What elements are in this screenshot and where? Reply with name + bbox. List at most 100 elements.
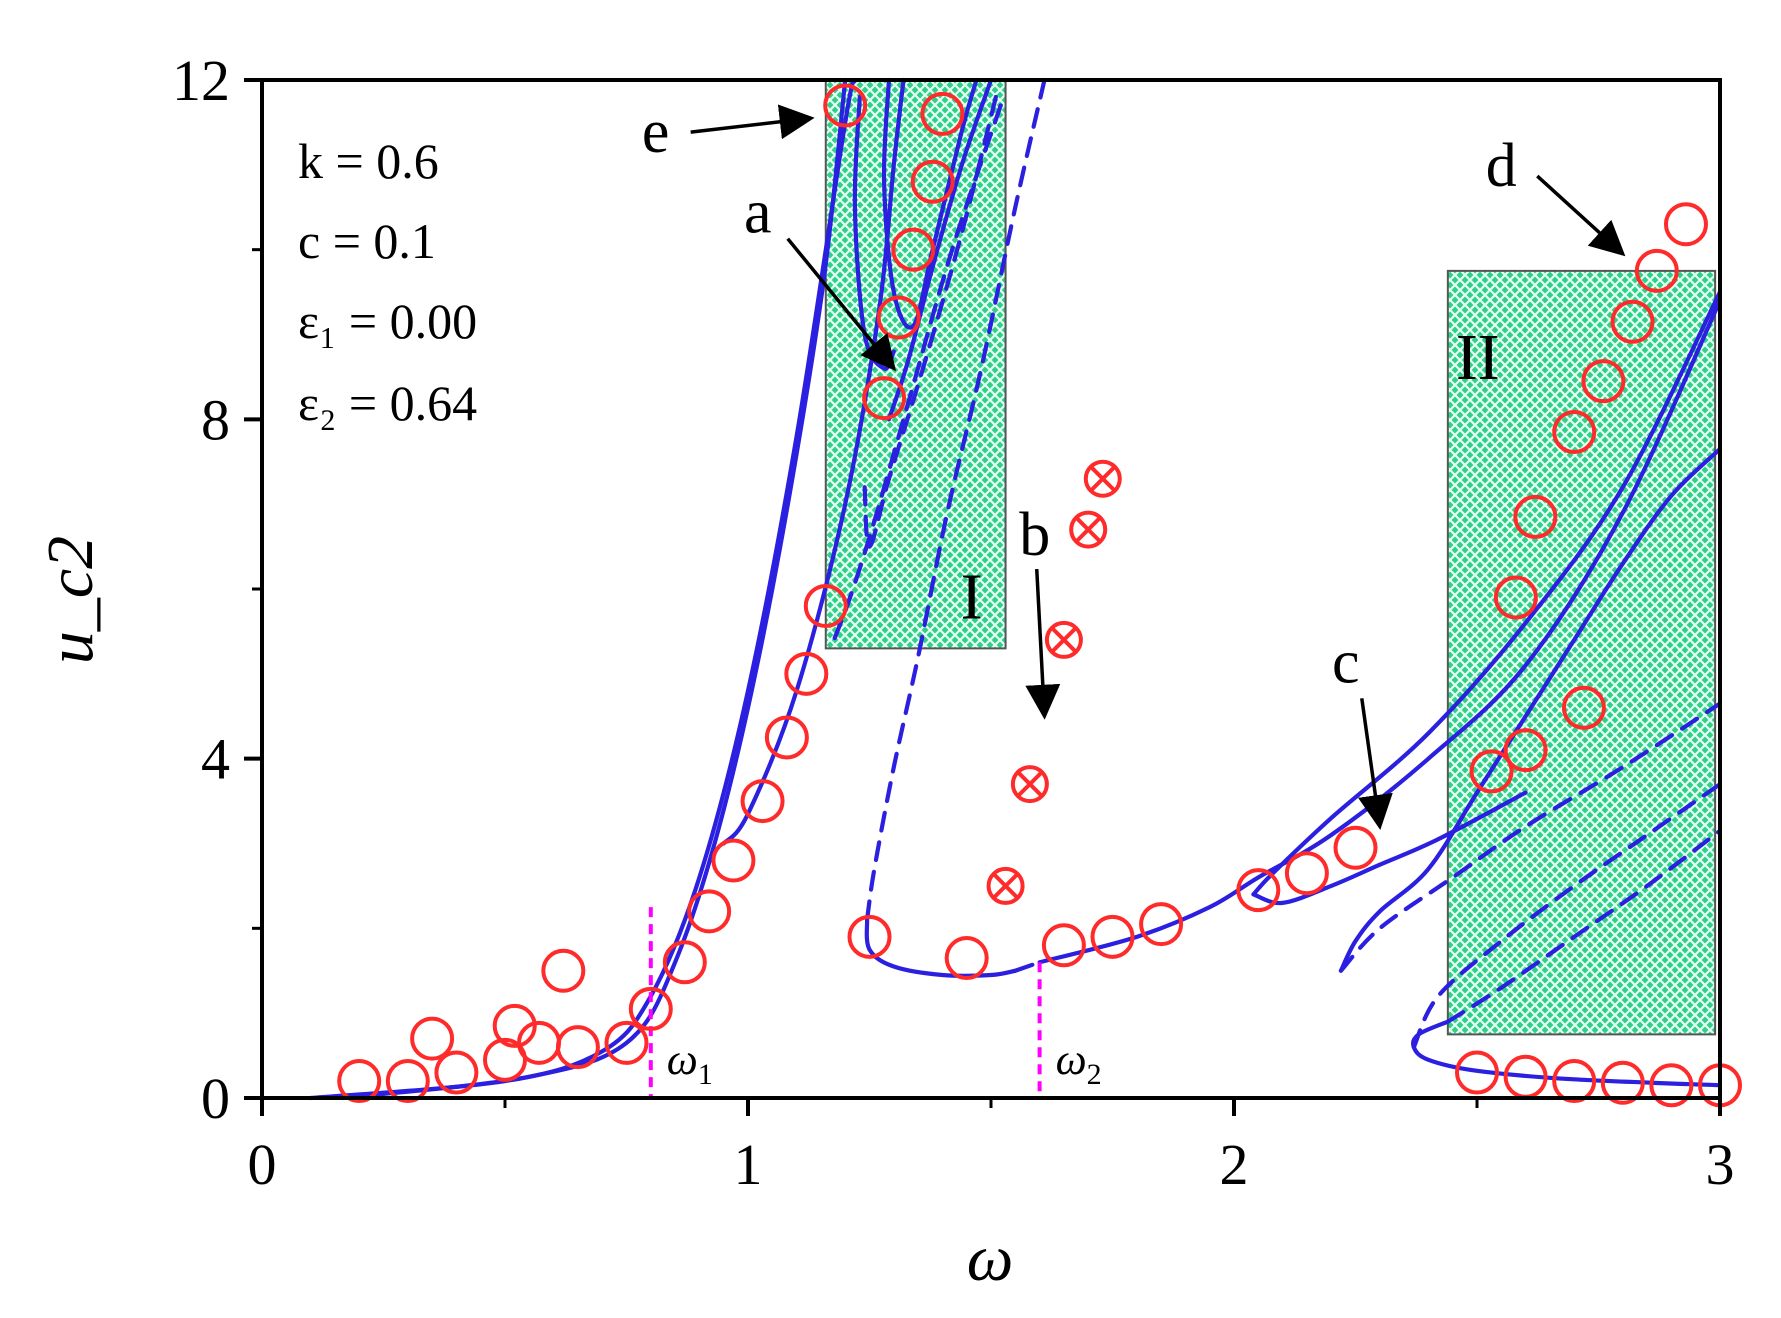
model-curve-3 — [721, 77, 906, 846]
model-curve-11 — [1013, 960, 1042, 973]
data-point-6 — [492, 1003, 537, 1048]
annotation-arrow-d — [1536, 174, 1626, 257]
data-point-30 — [1236, 868, 1281, 913]
data-point-46 — [1610, 299, 1655, 344]
model-curve-13 — [1251, 289, 1723, 897]
data-point-25 — [847, 914, 892, 959]
param-eps1: ε₁ = 0.00 — [298, 293, 477, 349]
data-point-4 — [434, 1050, 479, 1095]
x-axis-title: ω — [967, 1222, 1014, 1295]
y-tick-label-4: 4 — [201, 727, 230, 792]
model-curve-14 — [1251, 790, 1528, 906]
annotation-arrow-a — [786, 237, 897, 372]
crossed-point-4 — [1069, 510, 1108, 549]
data-point-45 — [1581, 359, 1626, 404]
data-point-41 — [1503, 728, 1548, 773]
data-point-8 — [541, 948, 586, 993]
data-point-24 — [920, 91, 965, 136]
data-point-22 — [891, 227, 936, 272]
model-curve-19 — [1410, 1019, 1723, 1088]
experiment-points — [337, 83, 1742, 1108]
model-curves — [308, 77, 1723, 1101]
param-eps2: ε₂ = 0.64 — [298, 375, 477, 431]
annotation-label-d: d — [1486, 132, 1517, 200]
data-point-13 — [687, 889, 732, 934]
data-point-16 — [764, 715, 809, 760]
data-point-11 — [628, 986, 673, 1031]
data-point-9 — [555, 1025, 600, 1070]
model-curve-2 — [357, 77, 848, 1099]
data-point-47 — [1634, 248, 1679, 293]
data-point-2 — [385, 1059, 430, 1104]
y-tick-label-12: 12 — [172, 48, 230, 113]
x-tick-label-3: 3 — [1706, 1132, 1735, 1197]
model-curve-8 — [828, 103, 1003, 651]
data-point-17 — [784, 651, 829, 696]
region-label-II: II — [1456, 321, 1500, 394]
data-point-20 — [862, 376, 907, 421]
data-point-44 — [1561, 685, 1606, 730]
model-curve-9 — [864, 77, 1047, 922]
data-point-12 — [662, 940, 707, 985]
data-point-29 — [1139, 902, 1184, 947]
model-curve-4 — [881, 77, 979, 330]
crossed-point-3 — [1044, 620, 1083, 659]
param-k: k = 0.6 — [298, 133, 439, 189]
y-tick-label-8: 8 — [201, 387, 230, 452]
crossed-point-2 — [1010, 765, 1049, 804]
model-curve-16 — [1338, 701, 1723, 973]
parameter-legend: k = 0.6 c = 0.1 ε₁ = 0.00 ε₂ = 0.64 — [298, 133, 477, 431]
x-tick-label-0: 0 — [248, 1132, 277, 1197]
data-point-27 — [1041, 923, 1086, 968]
data-point-18 — [803, 583, 848, 628]
region-label-I: I — [961, 560, 983, 633]
data-point-33 — [1455, 1050, 1499, 1095]
annotation-arrow-c — [1358, 698, 1393, 830]
y-tick-label-0: 0 — [201, 1066, 230, 1131]
data-point-19 — [823, 83, 868, 128]
data-point-1 — [337, 1059, 382, 1104]
data-point-42 — [1513, 494, 1558, 539]
data-point-28 — [1090, 914, 1135, 959]
data-point-48 — [1663, 202, 1708, 247]
model-curve-6 — [886, 77, 994, 422]
model-curve-7 — [862, 94, 998, 549]
data-point-14 — [711, 838, 756, 883]
x-tick-label-2: 2 — [1220, 1132, 1249, 1197]
crossed-point-5 — [1083, 459, 1122, 498]
model-curve-10 — [864, 917, 1018, 978]
omega-marker-label-2: ω2 — [1056, 1035, 1102, 1091]
annotation-arrow-e — [690, 104, 815, 140]
crossed-point-1 — [986, 866, 1025, 905]
y-axis-title: u_c2 — [34, 536, 107, 664]
data-point-5 — [483, 1037, 527, 1082]
data-point-23 — [910, 159, 955, 204]
data-point-36 — [1600, 1060, 1645, 1105]
annotation-label-c: c — [1332, 628, 1360, 696]
data-point-10 — [604, 1020, 649, 1065]
data-point-40 — [1493, 575, 1538, 620]
annotation-arrow-b — [1025, 568, 1061, 720]
data-point-37 — [1649, 1063, 1694, 1108]
model-curve-17 — [1411, 782, 1723, 1050]
data-point-39 — [1469, 749, 1514, 794]
data-point-32 — [1333, 825, 1378, 870]
model-curve-18 — [1445, 828, 1723, 1024]
data-point-21 — [876, 295, 921, 340]
omega-markers: ω1 ω2 — [648, 907, 1102, 1098]
param-c: c = 0.1 — [298, 213, 436, 269]
annotation-label-b: b — [1019, 501, 1050, 569]
annotation-label-e: e — [642, 98, 670, 166]
data-point-26 — [944, 936, 989, 981]
data-point-35 — [1552, 1059, 1597, 1104]
data-point-15 — [740, 779, 785, 824]
data-point-31 — [1284, 851, 1329, 896]
annotations: e a b c d — [642, 98, 1626, 830]
data-point-3 — [410, 1016, 455, 1061]
data-point-43 — [1552, 410, 1597, 455]
x-tick-label-1: 1 — [734, 1132, 763, 1197]
annotation-label-a: a — [744, 179, 772, 247]
omega-marker-label-1: ω1 — [667, 1035, 713, 1091]
